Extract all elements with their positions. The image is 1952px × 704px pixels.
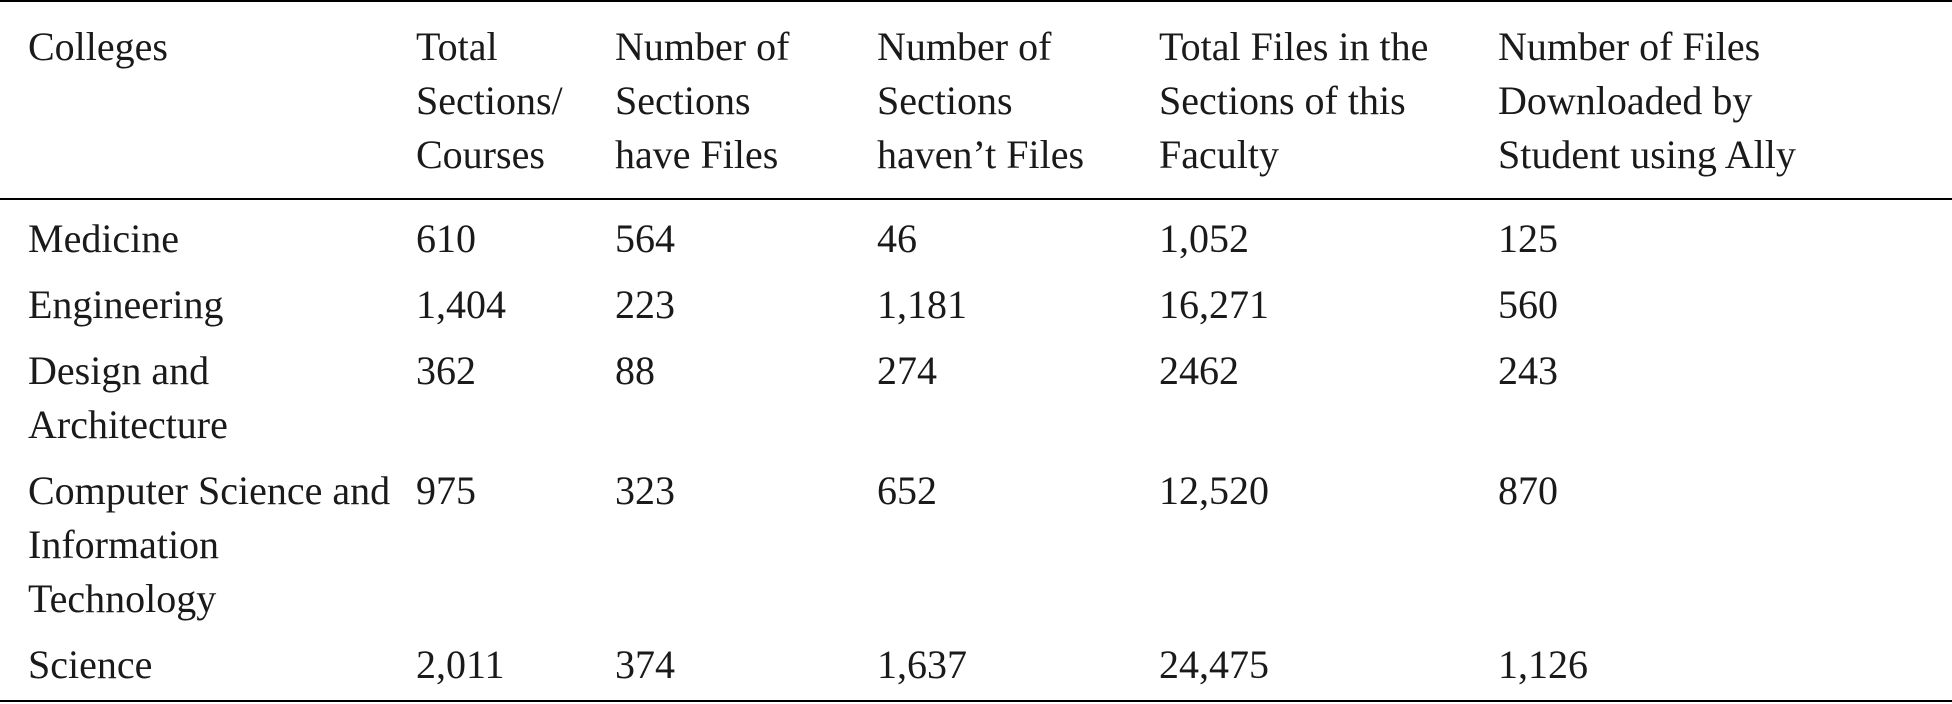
cell-value: 1,181 [877,282,967,327]
cell-value: 223 [615,282,675,327]
table-cell: 870 [1498,458,1952,632]
table-row: Engineering 1,404 223 1,181 16,271 560 [0,272,1952,338]
table-header: Colleges Total Sections/ Courses Number … [0,0,1952,200]
header-row: Colleges Total Sections/ Courses Number … [0,0,1952,200]
header-total-sections: Total Sections/ Courses [416,0,615,200]
cell-value: 1,126 [1498,642,1588,687]
table-cell: 652 [877,458,1159,632]
cell-value: 125 [1498,216,1558,261]
cell-value: 652 [877,468,937,513]
cell-value: 362 [416,348,476,393]
cell-value: 323 [615,468,675,513]
table-cell: 1,052 [1159,199,1498,272]
table-cell: 46 [877,199,1159,272]
cell-value: 274 [877,348,937,393]
cell-value: 374 [615,642,675,687]
header-label: Total Sections/ Courses [416,24,563,177]
cell-value: 610 [416,216,476,261]
table-cell: 12,520 [1159,458,1498,632]
college-name: Science [28,642,153,687]
table-cell: 560 [1498,272,1952,338]
table-row: Computer Science and Information Technol… [0,458,1952,632]
table-cell: 374 [615,632,877,702]
cell-value: 243 [1498,348,1558,393]
table-cell: 323 [615,458,877,632]
table-cell: Medicine [0,199,416,272]
table-cell: 243 [1498,338,1952,458]
table-row: Science 2,011 374 1,637 24,475 1,126 [0,632,1952,702]
header-label: Number of Sections haven’t Files [877,24,1085,177]
table-cell: 16,271 [1159,272,1498,338]
header-sections-with-files: Number of Sections have Files [615,0,877,200]
table-cell: 610 [416,199,615,272]
college-name: Design and Architecture [28,348,228,447]
table-cell: 1,126 [1498,632,1952,702]
table-cell: 975 [416,458,615,632]
cell-value: 870 [1498,468,1558,513]
cell-value: 1,637 [877,642,967,687]
cell-value: 975 [416,468,476,513]
college-name: Engineering [28,282,224,327]
header-label: Number of Sections have Files [615,24,790,177]
table-cell: 223 [615,272,877,338]
table-cell: 362 [416,338,615,458]
table-cell: 24,475 [1159,632,1498,702]
header-colleges: Colleges [0,0,416,200]
cell-value: 24,475 [1159,642,1269,687]
table-cell: 88 [615,338,877,458]
cell-value: 12,520 [1159,468,1269,513]
header-sections-without-files: Number of Sections haven’t Files [877,0,1159,200]
table-cell: Engineering [0,272,416,338]
header-files-downloaded: Number of Files Downloaded by Student us… [1498,0,1952,200]
table-cell: 2,011 [416,632,615,702]
college-name: Medicine [28,216,180,261]
table-cell: 1,404 [416,272,615,338]
table-row: Medicine 610 564 46 1,052 125 [0,199,1952,272]
table-cell: Computer Science and Information Technol… [0,458,416,632]
header-label: Number of Files Downloaded by Student us… [1498,24,1796,177]
cell-value: 564 [615,216,675,261]
cell-value: 46 [877,216,917,261]
table-row: Design and Architecture 362 88 274 2462 … [0,338,1952,458]
cell-value: 560 [1498,282,1558,327]
header-total-files: Total Files in the Sections of this Facu… [1159,0,1498,200]
table-cell: 1,637 [877,632,1159,702]
table-cell: Design and Architecture [0,338,416,458]
cell-value: 2462 [1159,348,1239,393]
cell-value: 88 [615,348,655,393]
table-cell: 1,181 [877,272,1159,338]
cell-value: 1,052 [1159,216,1249,261]
table-cell: 2462 [1159,338,1498,458]
cell-value: 1,404 [416,282,506,327]
cell-value: 16,271 [1159,282,1269,327]
table-cell: 274 [877,338,1159,458]
table-cell: Science [0,632,416,702]
header-label: Colleges [28,24,168,69]
table-cell: 564 [615,199,877,272]
table-cell: 125 [1498,199,1952,272]
college-name: Computer Science and Information Technol… [28,468,391,621]
cell-value: 2,011 [416,642,505,687]
table-body: Medicine 610 564 46 1,052 125 Engineerin… [0,199,1952,702]
header-label: Total Files in the Sections of this Facu… [1159,24,1429,177]
